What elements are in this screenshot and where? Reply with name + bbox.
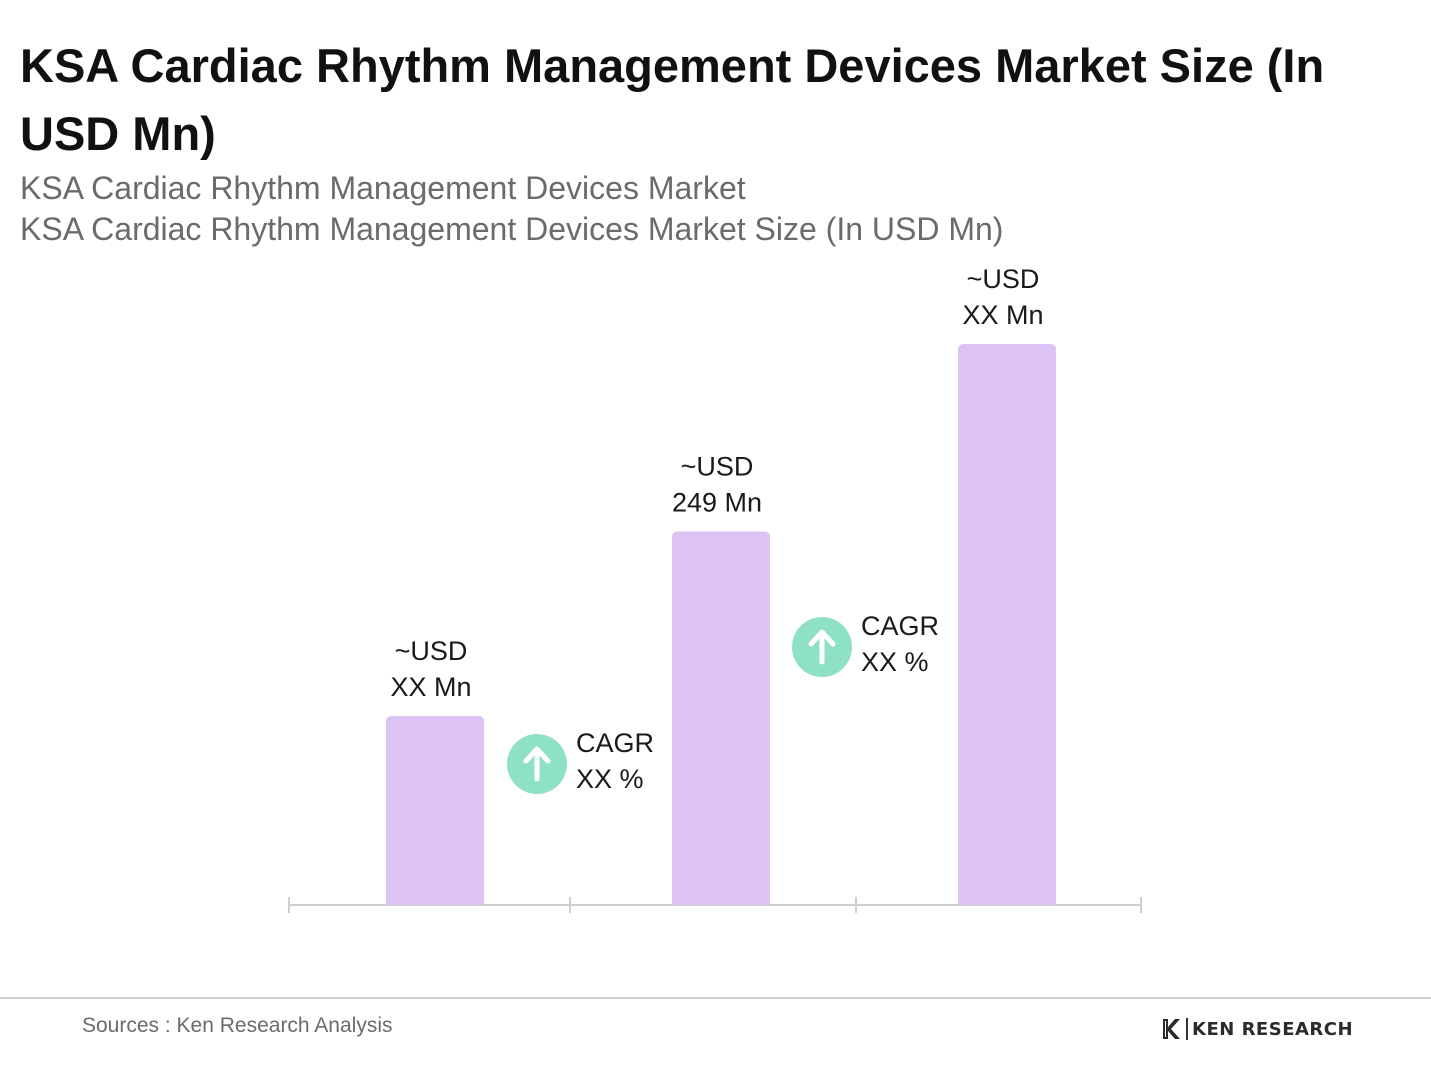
bar-chart: ~USD XX Mn ~USD 249 Mn ~USD XX Mn CAGR XX % CAGR… bbox=[288, 264, 1142, 913]
bar-2-label-line-1: ~USD bbox=[681, 452, 754, 482]
subtitle-market-size: KSA Cardiac Rhythm Management Devices Ma… bbox=[20, 211, 1004, 247]
cagr-1-text-line-1: CAGR bbox=[576, 728, 654, 758]
page-title: KSA Cardiac Rhythm Management Devices Ma… bbox=[20, 39, 1325, 160]
arrow-up-icon bbox=[523, 746, 551, 782]
subtitle-market: KSA Cardiac Rhythm Management Devices Ma… bbox=[20, 170, 746, 206]
brand-logo: KEN RESEARCH bbox=[1160, 1016, 1353, 1042]
bar-1-label-line-1: ~USD bbox=[395, 636, 468, 666]
footer-divider bbox=[0, 997, 1431, 999]
bar-3-label-line-2: XX Mn bbox=[962, 300, 1043, 330]
ken-research-logo-icon bbox=[1163, 1019, 1180, 1039]
bar-3-label-line-1: ~USD bbox=[967, 264, 1040, 294]
bar-1 bbox=[386, 716, 484, 905]
bar-3 bbox=[958, 344, 1056, 905]
logo-separator bbox=[1186, 1018, 1188, 1040]
bar-2 bbox=[672, 531, 770, 905]
arrow-up-icon bbox=[808, 629, 836, 665]
source-note: Sources : Ken Research Analysis bbox=[82, 1014, 393, 1037]
cagr-1-text-line-2: XX % bbox=[576, 764, 644, 794]
bar-1-label-line-2: XX Mn bbox=[390, 672, 471, 702]
logo-text: KEN RESEARCH bbox=[1192, 1018, 1354, 1040]
cagr-2-text-line-1: CAGR bbox=[861, 611, 939, 641]
bar-2-label-line-2: 249 Mn bbox=[672, 488, 762, 518]
cagr-2-text-line-2: XX % bbox=[861, 647, 929, 677]
